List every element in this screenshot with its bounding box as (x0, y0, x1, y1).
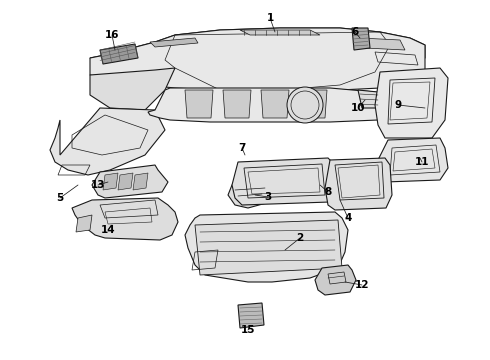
Polygon shape (299, 90, 327, 118)
Text: 2: 2 (296, 233, 304, 243)
Polygon shape (228, 182, 272, 208)
Polygon shape (360, 38, 405, 50)
Text: 9: 9 (394, 100, 402, 110)
Polygon shape (185, 212, 348, 282)
Polygon shape (375, 68, 448, 138)
Text: 13: 13 (91, 180, 105, 190)
Polygon shape (92, 165, 168, 198)
Polygon shape (90, 68, 175, 110)
Polygon shape (240, 30, 320, 35)
Text: 15: 15 (241, 325, 255, 335)
Polygon shape (76, 215, 92, 232)
Polygon shape (261, 90, 289, 118)
Polygon shape (315, 265, 356, 295)
Polygon shape (150, 38, 198, 47)
Polygon shape (90, 28, 425, 90)
Polygon shape (148, 88, 390, 122)
Text: 1: 1 (267, 13, 273, 23)
Text: 14: 14 (100, 225, 115, 235)
Polygon shape (325, 158, 392, 210)
Polygon shape (103, 173, 118, 190)
Text: 7: 7 (238, 143, 245, 153)
Ellipse shape (287, 87, 323, 123)
Polygon shape (185, 90, 213, 118)
Polygon shape (358, 90, 382, 108)
Polygon shape (72, 198, 178, 240)
Text: 6: 6 (351, 27, 359, 37)
Text: 10: 10 (351, 103, 365, 113)
Polygon shape (133, 173, 148, 190)
Polygon shape (238, 303, 264, 328)
Text: 4: 4 (344, 213, 352, 223)
Text: 3: 3 (265, 192, 271, 202)
Polygon shape (223, 90, 251, 118)
Polygon shape (100, 44, 138, 64)
Polygon shape (378, 138, 448, 182)
Polygon shape (195, 220, 342, 275)
Polygon shape (352, 28, 370, 50)
Polygon shape (118, 173, 133, 190)
Text: 11: 11 (415, 157, 429, 167)
Text: 8: 8 (324, 187, 332, 197)
Text: 16: 16 (105, 30, 119, 40)
Polygon shape (90, 28, 425, 70)
Polygon shape (232, 158, 338, 205)
Text: 5: 5 (56, 193, 64, 203)
Polygon shape (50, 108, 165, 175)
Text: 12: 12 (355, 280, 369, 290)
